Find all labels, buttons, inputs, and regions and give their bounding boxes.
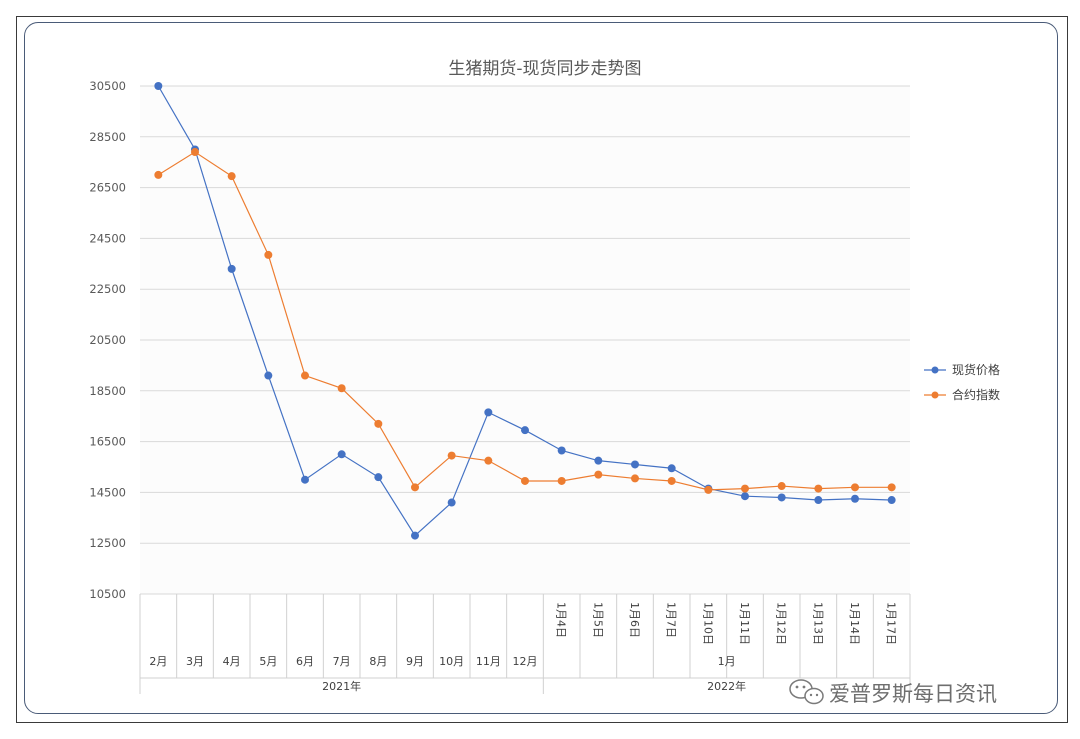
y-tick-label: 28500	[89, 130, 126, 144]
x-tick-label: 11月	[476, 655, 501, 668]
y-tick-label: 10500	[89, 587, 126, 601]
data-point-spot	[154, 82, 163, 90]
x-tick-label: 1月11日	[738, 602, 751, 645]
y-tick-label: 30500	[89, 79, 126, 93]
y-tick-label: 18500	[89, 384, 126, 398]
watermark-text: 爱普罗斯每日资讯	[829, 682, 997, 706]
data-point-spot	[777, 493, 786, 502]
data-point-spot	[227, 264, 236, 273]
x-tick-label: 8月	[369, 655, 387, 668]
data-point-futures	[851, 483, 859, 492]
data-point-futures	[887, 483, 896, 492]
data-point-futures	[704, 485, 713, 494]
data-point-futures	[741, 484, 749, 493]
watermark: 爱普罗斯每日资讯	[789, 679, 997, 706]
x-tick-label: 1月14日	[848, 602, 861, 645]
data-point-spot	[374, 473, 383, 482]
x-group-label: 2022年	[707, 679, 746, 693]
x-tick-label: 1月17日	[885, 602, 898, 645]
data-point-spot	[594, 456, 603, 465]
x-group-label: 1月	[718, 655, 736, 668]
x-tick-label: 12月	[513, 655, 538, 668]
data-point-futures	[374, 419, 383, 428]
data-point-futures	[227, 172, 236, 181]
x-tick-label: 1月4日	[555, 602, 568, 638]
data-point-spot	[741, 492, 749, 501]
data-point-spot	[411, 531, 419, 540]
data-point-spot	[264, 371, 273, 380]
data-point-spot	[887, 496, 896, 505]
x-tick-label: 2月	[149, 655, 167, 668]
data-point-futures	[557, 476, 566, 485]
data-point-futures	[521, 476, 529, 485]
chart-title: 生猪期货-现货同步走势图	[448, 59, 641, 79]
y-tick-label: 24500	[89, 231, 126, 245]
legend: 现货价格 合约指数	[924, 362, 1000, 402]
y-tick-label: 12500	[89, 536, 126, 550]
data-point-spot	[521, 426, 529, 435]
y-tick-label: 14500	[89, 485, 126, 499]
x-tick-label: 9月	[406, 655, 424, 668]
x-tick-label: 5月	[259, 655, 277, 668]
x-tick-label: 1月7日	[665, 602, 678, 638]
y-tick-label: 20500	[89, 333, 126, 347]
x-tick-label: 4月	[223, 655, 241, 668]
data-point-futures	[631, 474, 639, 483]
legend-marker-spot	[931, 366, 939, 374]
x-tick-label: 1月13日	[811, 602, 824, 645]
x-tick-label: 1月12日	[775, 602, 788, 645]
x-tick-label: 1月6日	[628, 602, 641, 638]
data-point-spot	[557, 446, 566, 455]
data-point-spot	[447, 498, 456, 507]
y-tick-label: 16500	[89, 435, 126, 449]
data-point-futures	[337, 384, 346, 393]
data-point-futures	[814, 484, 823, 493]
data-point-spot	[301, 475, 309, 484]
data-point-futures	[594, 470, 603, 479]
data-point-spot	[484, 408, 493, 417]
x-tick-label: 1月5日	[591, 602, 604, 638]
data-point-futures	[264, 250, 273, 259]
legend-label-futures: 合约指数	[952, 387, 1000, 402]
legend-label-spot: 现货价格	[952, 362, 1000, 377]
x-tick-label: 10月	[439, 655, 464, 668]
x-tick-label: 6月	[296, 655, 314, 668]
y-tick-label: 26500	[89, 181, 126, 195]
data-point-spot	[667, 464, 676, 473]
data-point-futures	[411, 483, 419, 492]
data-point-spot	[814, 496, 823, 505]
y-tick-label: 22500	[89, 282, 126, 296]
legend-marker-futures	[931, 391, 939, 399]
data-point-futures	[777, 482, 786, 491]
wechat-icon	[789, 679, 824, 705]
data-point-futures	[191, 148, 199, 157]
data-point-futures	[301, 371, 309, 380]
data-point-futures	[667, 476, 676, 485]
data-point-spot	[851, 494, 859, 503]
x-tick-label: 7月	[333, 655, 351, 668]
x-tick-label: 3月	[186, 655, 204, 668]
data-point-futures	[154, 170, 163, 179]
data-point-futures	[447, 451, 456, 460]
data-point-spot	[631, 460, 639, 469]
x-tick-label: 1月10日	[701, 602, 714, 645]
data-point-futures	[484, 456, 493, 465]
data-point-spot	[337, 450, 346, 459]
x-group-label: 2021年	[322, 679, 361, 693]
